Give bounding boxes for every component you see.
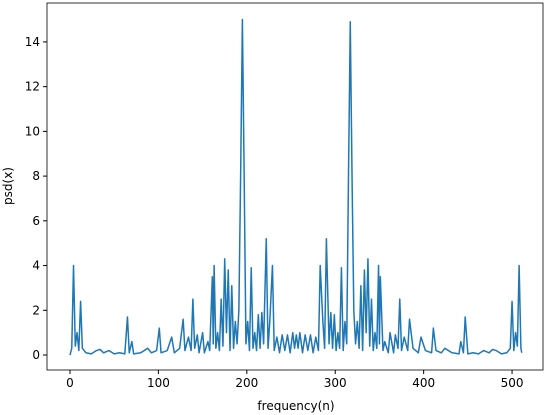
line-series [69,18,523,356]
x-tick-label: 200 [235,376,258,390]
y-tick-label: 4 [32,259,40,273]
x-tick-label: 400 [412,376,435,390]
x-tick-label: 500 [501,376,524,390]
y-tick-label: 0 [32,348,40,362]
y-tick-label: 14 [25,35,40,49]
y-axis-label: psd(x) [1,167,15,205]
y-tick-label: 6 [32,214,40,228]
x-tick-label: 100 [147,376,170,390]
plot-frame [46,2,544,371]
x-axis-label: frequency(n) [257,399,334,413]
y-tick-label: 2 [32,303,40,317]
y-tick-label: 10 [25,124,40,138]
x-tick-label: 0 [66,376,74,390]
x-tick-label: 300 [324,376,347,390]
y-tick-label: 8 [32,169,40,183]
y-tick-label: 12 [25,80,40,94]
